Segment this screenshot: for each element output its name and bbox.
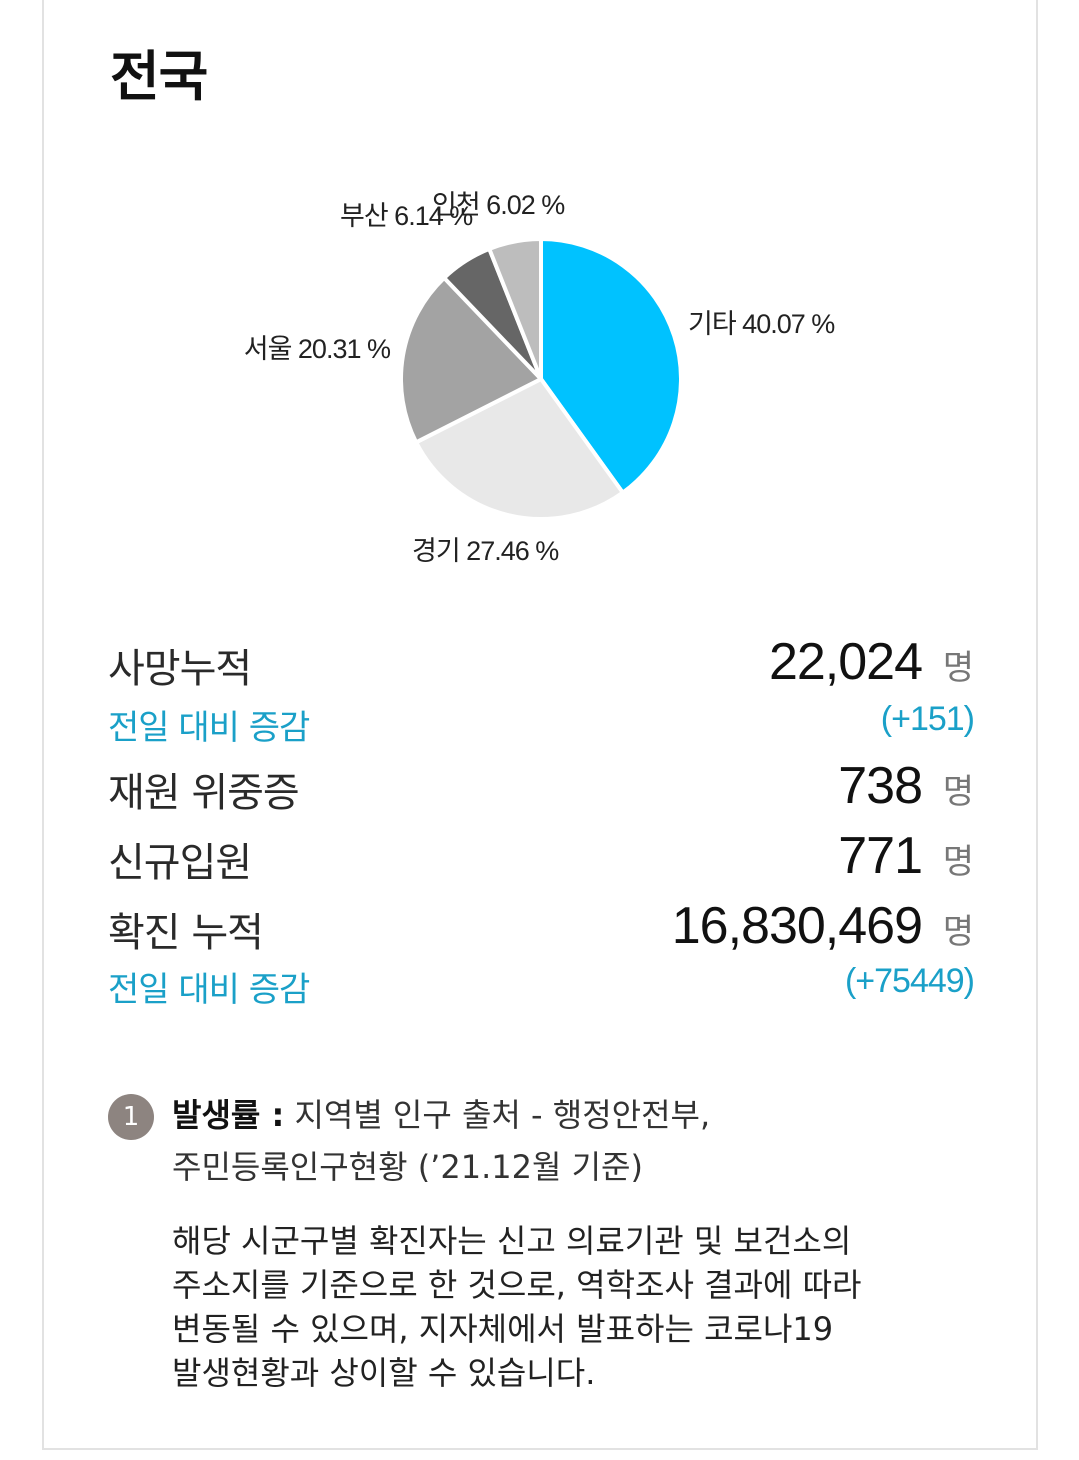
admit-unit: 명: [942, 842, 974, 882]
pie-label-부산: 부산 6.14 %: [340, 201, 473, 231]
footnote-body-line: 발생현황과 상이할 수 있습니다.: [172, 1354, 596, 1392]
critical-unit: 명: [942, 772, 974, 812]
confirmed-delta-value: (+75449): [844, 962, 975, 1000]
footnote-number-badge: 1: [108, 1094, 154, 1140]
footnote-strong-label: 발생률 :: [172, 1096, 285, 1134]
footnote-source-line2: 주민등록인구현황 (’21.12월 기준): [172, 1148, 643, 1186]
pie-slice-기타: [539, 237, 683, 495]
pie-slice-경기: [414, 377, 625, 521]
deaths-delta-value: (+151): [880, 700, 975, 738]
confirmed-unit: 명: [942, 912, 974, 952]
pie-slice-인천: [487, 237, 543, 381]
page-title: 전국: [110, 45, 208, 108]
deaths-unit: 명: [942, 648, 974, 688]
footnote-body-line: 해당 시군구별 확진자는 신고 의료기관 및 보건소의: [172, 1222, 852, 1260]
confirmed-delta-label: 전일 대비 증감: [108, 970, 310, 1010]
critical-value: 738: [838, 757, 923, 815]
footnote-source-text: 지역별 인구 출처 - 행정안전부,: [284, 1096, 711, 1134]
admit-label: 신규입원: [108, 840, 252, 886]
critical-label: 재원 위중증: [108, 770, 300, 816]
pie-slice-서울: [399, 275, 543, 445]
footnote-source-line1: 발생률 : 지역별 인구 출처 - 행정안전부,: [172, 1090, 710, 1136]
pie-label-인천: 인천 6.02 %: [432, 190, 565, 220]
pie-label-기타: 기타 40.07 %: [688, 309, 835, 339]
deaths-value: 22,024: [768, 633, 923, 691]
confirmed-label: 확진 누적: [108, 910, 264, 956]
deaths-label: 사망누적: [108, 646, 252, 692]
footnote-body-line: 주소지를 기준으로 한 것으로, 역학조사 결과에 따라: [172, 1266, 862, 1304]
pie-chart: 기타 40.07 % 경기 27.46 % 서울 20.31 % 부산 6.14 %인…: [244, 190, 837, 566]
deaths-delta-label: 전일 대비 증감: [108, 708, 310, 748]
pie-label-경기: 경기 27.46 %: [412, 536, 559, 566]
confirmed-value: 16,830,469: [671, 897, 923, 955]
footnote-body-line: 변동될 수 있으며, 지자체에서 발표하는 코로나19: [172, 1310, 834, 1348]
pie-label-서울: 서울 20.31 %: [244, 334, 391, 364]
admit-value: 771: [838, 827, 923, 885]
